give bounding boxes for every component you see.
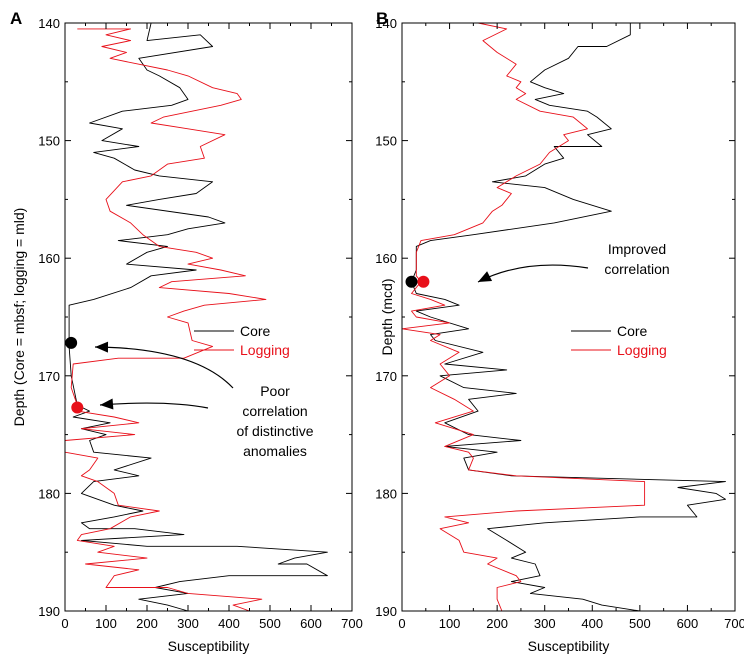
plot-frame: [64, 22, 353, 612]
x-tick-label: 100: [95, 616, 117, 631]
legend-label-logging: Logging: [240, 342, 290, 358]
annotation-arrow-head: [478, 271, 493, 282]
legend-label-core: Core: [617, 323, 648, 339]
y-tick-label: 190: [375, 604, 397, 619]
annotation-text: correlation: [604, 261, 669, 277]
annotation-arrow-head: [95, 341, 109, 353]
y-axis-label: Depth (mcd): [379, 278, 395, 355]
annotation-text: anomalies: [243, 443, 307, 459]
annotation-arrow-head: [100, 398, 114, 410]
x-axis-label: Susceptibility: [168, 638, 250, 654]
y-tick-label: 170: [38, 369, 60, 384]
depth-marker: [71, 401, 84, 414]
annotation-arrow-line: [477, 264, 589, 283]
series-line-logging: [401, 22, 646, 612]
y-tick-label: 140: [38, 16, 60, 31]
depth-marker: [417, 275, 430, 288]
x-tick-label: 600: [300, 616, 322, 631]
plot-frame: [401, 22, 736, 612]
annotation-text: Poor: [260, 383, 290, 399]
y-tick-label: 170: [375, 369, 397, 384]
depth-marker: [65, 336, 78, 349]
x-tick-label: 500: [259, 616, 281, 631]
panel-label: A: [10, 9, 22, 28]
x-tick-label: 100: [439, 616, 461, 631]
y-tick-label: 160: [38, 251, 60, 266]
annotation-text: Improved: [608, 241, 666, 257]
x-tick-label: 300: [534, 616, 556, 631]
legend-label-core: Core: [240, 323, 271, 339]
annotation-text: correlation: [242, 403, 307, 419]
series-line-core: [68, 22, 328, 612]
y-tick-label: 140: [375, 16, 397, 31]
annotation-arrow-line: [99, 402, 209, 409]
x-tick-label: 0: [398, 616, 405, 631]
x-tick-label: 700: [724, 616, 744, 631]
x-tick-label: 500: [629, 616, 651, 631]
x-tick-label: 400: [581, 616, 603, 631]
x-tick-label: 200: [486, 616, 508, 631]
x-tick-label: 700: [341, 616, 363, 631]
y-tick-label: 160: [375, 251, 397, 266]
annotation-arrow-line: [94, 346, 234, 389]
series-line-logging: [64, 28, 267, 612]
x-tick-label: 400: [218, 616, 240, 631]
y-tick-label: 180: [38, 486, 60, 501]
x-axis-label: Susceptibility: [528, 638, 610, 654]
y-axis-label: Depth (Core = mbsf; logging = mld): [11, 208, 27, 427]
depth-marker: [405, 275, 418, 288]
x-tick-label: 600: [677, 616, 699, 631]
y-tick-label: 180: [375, 486, 397, 501]
panel-label: B: [376, 9, 388, 28]
y-tick-label: 150: [38, 134, 60, 149]
annotation-text: of distinctive: [236, 423, 313, 439]
series-line-core: [411, 23, 726, 612]
y-tick-label: 190: [38, 604, 60, 619]
panel-a: A 0 100 200 300 400 500 600 700 140 150 160 170 180 19…: [10, 9, 363, 654]
x-tick-label: 300: [177, 616, 199, 631]
legend-label-logging: Logging: [617, 342, 667, 358]
panel-b: B 0 100 200 300 400 500 600 700 140 150 160 170 180 19…: [375, 9, 744, 654]
x-tick-label: 0: [61, 616, 68, 631]
y-tick-label: 150: [375, 134, 397, 149]
x-tick-label: 200: [136, 616, 158, 631]
